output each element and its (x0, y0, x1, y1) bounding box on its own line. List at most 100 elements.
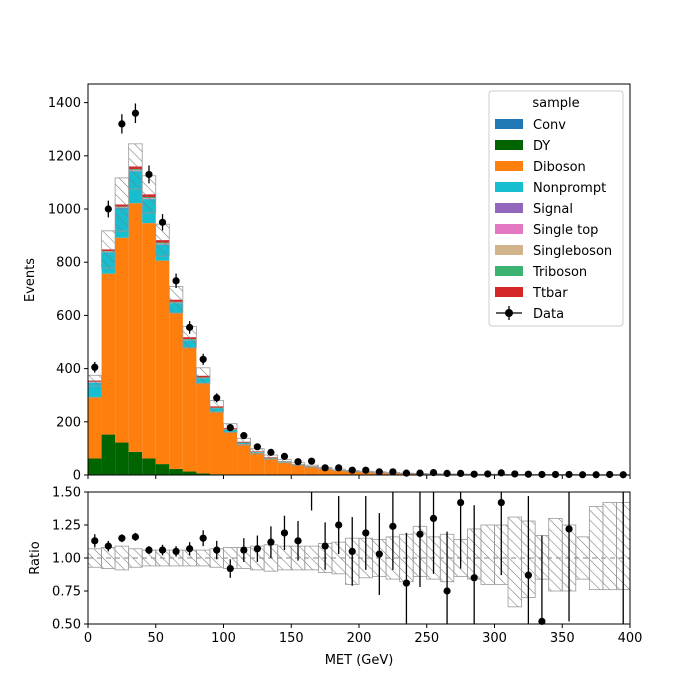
ratio-y-tick-label: 0.75 (52, 585, 81, 600)
legend-swatch-singleboson (495, 245, 523, 255)
legend-label: Data (533, 307, 564, 322)
ratio-point-13 (267, 538, 275, 546)
ratio-x-tick-label: 400 (618, 631, 643, 646)
legend-swatch-nonprompt (495, 182, 523, 192)
bar-dy-bin-8 (196, 473, 210, 475)
data-point-17 (321, 464, 329, 472)
bar-diboson-bin-13 (264, 458, 278, 475)
bar-dy-bin-4 (142, 458, 156, 475)
ratio-point-28 (497, 498, 505, 507)
data-point-20 (362, 466, 370, 474)
ratio-point-23 (416, 530, 424, 538)
ratio-point-20 (375, 550, 383, 558)
data-point-18 (335, 464, 343, 472)
bar-diboson-bin-4 (142, 223, 156, 459)
ratio-y-tick-label: 1.50 (52, 486, 81, 501)
bar-diboson-bin-12 (250, 452, 265, 475)
data-point-11 (240, 432, 248, 440)
ratio-point-10 (226, 564, 234, 573)
main-x-axis (87, 475, 631, 479)
band-bin-2 (114, 177, 130, 232)
band-bin-3 (128, 143, 143, 190)
ratio-y-tick-label: 1.00 (52, 552, 81, 567)
legend-label: Signal (533, 202, 573, 217)
data-point-32 (524, 470, 532, 478)
ratio-x-tick-label: 50 (147, 631, 164, 646)
band-bin-11 (236, 437, 252, 446)
data-point-5 (158, 218, 167, 226)
data-point-9 (213, 394, 221, 402)
band-bin-16 (304, 464, 319, 468)
ratio-point-19 (362, 529, 370, 537)
ratio-point-27 (470, 574, 478, 582)
bar-diboson-bin-16 (304, 467, 319, 475)
ratio-point-17 (335, 521, 343, 529)
bar-diboson-bin-5 (155, 260, 170, 465)
ratio-point-0 (91, 537, 99, 545)
legend-label: DY (533, 139, 550, 154)
bar-diboson-bin-2 (115, 237, 129, 443)
bar-dy-bin-3 (128, 451, 143, 475)
legend-label: Diboson (533, 160, 586, 175)
data-point-4 (145, 170, 153, 179)
legend-swatch-data (505, 309, 513, 317)
bar-dy-bin-0 (88, 458, 102, 475)
ratio-point-2 (118, 534, 126, 542)
data-point-7 (186, 323, 194, 331)
main-y-tick-label: 1200 (48, 149, 81, 164)
legend-swatch-ttbar (495, 287, 523, 297)
ratio-points (91, 492, 624, 625)
bar-diboson-bin-3 (128, 203, 143, 452)
data-point-38 (606, 470, 614, 479)
data-point-27 (457, 469, 465, 478)
bar-dy-bin-2 (115, 442, 129, 475)
data-point-33 (538, 470, 546, 479)
main-y-tick-label: 1000 (48, 203, 81, 218)
bar-diboson-bin-1 (101, 273, 116, 435)
ratio-y-tick-label: 1.25 (52, 519, 81, 534)
ratio-x-axis-label: MET (GeV) (325, 653, 394, 668)
bar-diboson-bin-18 (331, 470, 346, 475)
main-y-tick-label: 0 (73, 469, 81, 484)
data-point-31 (511, 470, 519, 478)
data-point-14 (280, 452, 289, 460)
ratio-point-29 (524, 571, 532, 579)
legend-label: Conv (533, 118, 566, 133)
bar-diboson-bin-10 (223, 431, 238, 475)
data-point-28 (470, 470, 478, 478)
ratio-band-bin-31 (507, 516, 522, 608)
ratio-x-tick-label: 200 (347, 631, 372, 646)
band-bin-1 (101, 230, 116, 269)
ratio-point-30 (538, 617, 546, 625)
bar-diboson-bin-11 (237, 444, 251, 475)
ratio-point-12 (253, 545, 261, 553)
ratio-point-24 (429, 514, 438, 523)
stacked-bars (88, 166, 590, 475)
ratio-uncertainty-band (87, 502, 631, 608)
ratio-x-tick-label: 0 (84, 631, 92, 646)
ratio-point-22 (402, 579, 411, 587)
data-point-10 (226, 424, 234, 432)
ratio-point-1 (104, 542, 112, 550)
main-y-axis-label: Events (23, 258, 38, 302)
ratio-point-3 (131, 533, 140, 541)
ratio-point-4 (145, 546, 153, 554)
main-y-tick-label: 400 (56, 362, 81, 377)
data-point-19 (348, 466, 356, 474)
data-point-34 (551, 470, 560, 479)
bar-diboson-bin-15 (291, 464, 305, 475)
main-y-tick-label: 200 (56, 415, 81, 430)
bar-diboson-bin-7 (182, 347, 197, 472)
legend-label: Single top (533, 223, 598, 238)
bar-dy-bin-5 (155, 464, 170, 475)
bar-dy-bin-1 (101, 434, 116, 475)
ratio-point-31 (565, 525, 573, 533)
legend-swatch-dy (495, 140, 523, 150)
ratio-x-tick-label: 300 (482, 631, 507, 646)
legend-swatch-diboson (495, 161, 523, 171)
ratio-x-tick-label: 350 (550, 631, 575, 646)
main-panel: 0 200 400 600 800 1000 1200 1400 Events sample … (23, 83, 631, 484)
main-y-tick-label: 800 (56, 256, 81, 271)
band-bin-0 (87, 374, 102, 387)
data-point-24 (416, 469, 424, 477)
